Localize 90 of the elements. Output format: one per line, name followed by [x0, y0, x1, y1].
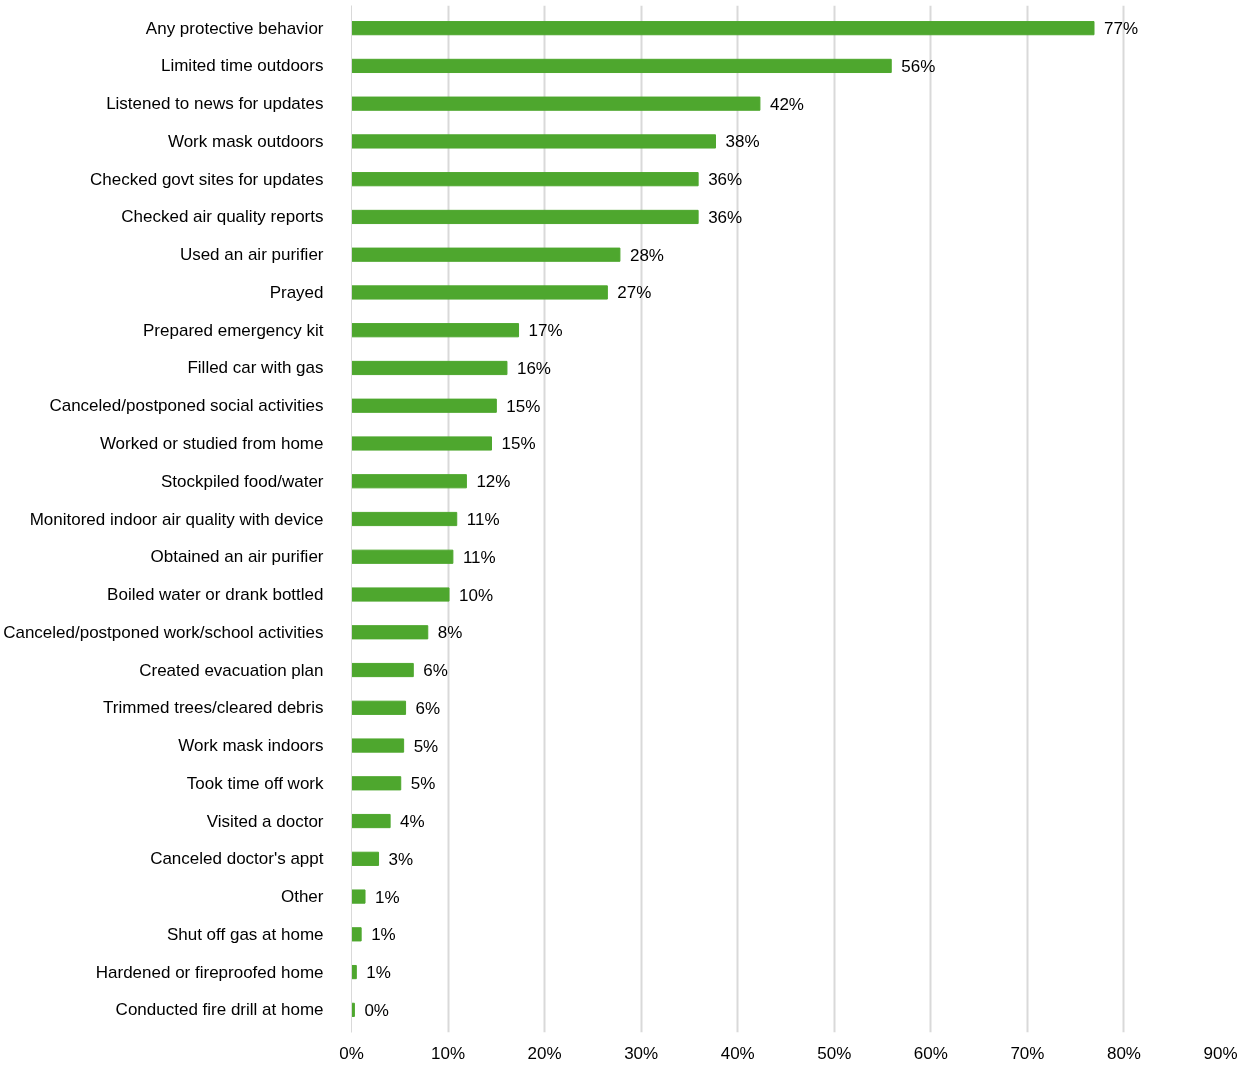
data-label: 36% [708, 207, 743, 227]
data-label: 38% [725, 132, 760, 152]
y-tick-label: Visited a doctor [206, 811, 324, 831]
data-label: 0% [364, 1000, 389, 1020]
data-label: 10% [459, 585, 494, 605]
bar [351, 738, 405, 753]
bar [351, 474, 467, 489]
bar [351, 927, 362, 942]
y-tick-label: Prepared emergency kit [143, 320, 324, 340]
y-tick-label: Limited time outdoors [160, 56, 324, 76]
bar [351, 360, 508, 376]
bar [351, 436, 493, 451]
y-tick-label: Used an air purifier [179, 245, 324, 265]
data-label: 1% [371, 925, 396, 945]
data-label: 77% [1104, 19, 1139, 39]
y-tick-label: Checked air quality reports [121, 207, 324, 227]
y-tick-label: Stockpiled food/water [160, 471, 324, 491]
y-tick-label: Prayed [269, 282, 324, 302]
data-label: 8% [437, 623, 463, 643]
y-tick-label: Canceled/postponed work/school activities [3, 622, 324, 642]
bar [351, 511, 458, 527]
data-label: 42% [769, 94, 804, 114]
bar [351, 323, 520, 338]
bar [351, 813, 391, 829]
x-tick-label: 10% [431, 1043, 466, 1063]
bar [351, 889, 366, 904]
x-tick-label: 80% [1106, 1043, 1141, 1063]
x-tick-label: 0% [339, 1043, 364, 1063]
x-tick-label: 20% [527, 1043, 562, 1063]
data-label: 16% [516, 358, 551, 378]
bar [351, 172, 699, 187]
y-tick-label: Monitored indoor air quality with device [29, 509, 324, 529]
y-tick-label: Filled car with gas [187, 358, 324, 378]
bar [351, 398, 497, 413]
bar [351, 134, 717, 149]
bar [351, 21, 1095, 36]
data-label: 1% [366, 963, 391, 983]
y-tick-label: Canceled/postponed social activities [49, 396, 324, 416]
x-tick-label: 60% [913, 1043, 948, 1063]
bar [351, 96, 761, 111]
bar [351, 700, 407, 715]
data-label: 15% [506, 396, 541, 416]
data-label: 36% [708, 170, 743, 190]
data-label: 3% [388, 849, 414, 869]
data-label: 11% [466, 510, 500, 529]
y-tick-label: Took time off work [186, 773, 324, 793]
bar [351, 247, 621, 262]
data-label: 11% [462, 547, 496, 567]
bar [351, 776, 402, 791]
y-tick-label: Other [280, 887, 324, 907]
bar [351, 662, 414, 678]
y-tick-label: Trimmed trees/cleared debris [103, 698, 324, 718]
data-label: 56% [901, 56, 936, 76]
x-tick-label: 30% [624, 1043, 659, 1063]
data-label: 27% [617, 283, 652, 303]
y-tick-label: Boiled water or drank bottled [107, 585, 324, 605]
y-tick-label: Conducted fire drill at home [115, 1000, 324, 1020]
data-label: 28% [629, 245, 664, 265]
data-label: 12% [476, 472, 511, 492]
y-tick-label: Any protective behavior [145, 18, 324, 38]
x-tick-label: 50% [817, 1043, 852, 1063]
x-tick-label: 40% [720, 1043, 755, 1063]
y-tick-label: Obtained an air purifier [150, 547, 324, 567]
bar [351, 58, 892, 74]
data-label: 17% [528, 321, 563, 341]
data-label: 5% [410, 774, 436, 794]
y-tick-label: Created evacuation plan [139, 660, 324, 680]
data-label: 15% [501, 434, 536, 454]
y-tick-label: Work mask indoors [178, 736, 324, 756]
data-label: 4% [400, 812, 425, 832]
y-tick-label: Worked or studied from home [99, 433, 324, 453]
y-tick-label: Canceled doctor's appt [150, 849, 324, 869]
y-tick-label: Hardened or fireproofed home [95, 962, 324, 982]
data-label: 6% [423, 661, 448, 681]
bar [351, 851, 380, 866]
bar [351, 964, 357, 980]
data-label: 6% [415, 698, 441, 718]
x-tick-label: 70% [1010, 1043, 1045, 1063]
bar [351, 587, 450, 602]
y-tick-label: Shut off gas at home [166, 924, 324, 944]
bar [351, 285, 608, 300]
x-tick-label: 90% [1203, 1043, 1238, 1063]
y-tick-label: Listened to news for updates [106, 94, 324, 114]
bar [351, 209, 699, 225]
y-tick-label: Work mask outdoors [167, 131, 324, 151]
y-tick-label: Checked govt sites for updates [90, 169, 324, 189]
data-label: 5% [413, 736, 439, 756]
data-label: 1% [375, 887, 400, 907]
bar [351, 625, 429, 640]
bar [351, 549, 454, 564]
